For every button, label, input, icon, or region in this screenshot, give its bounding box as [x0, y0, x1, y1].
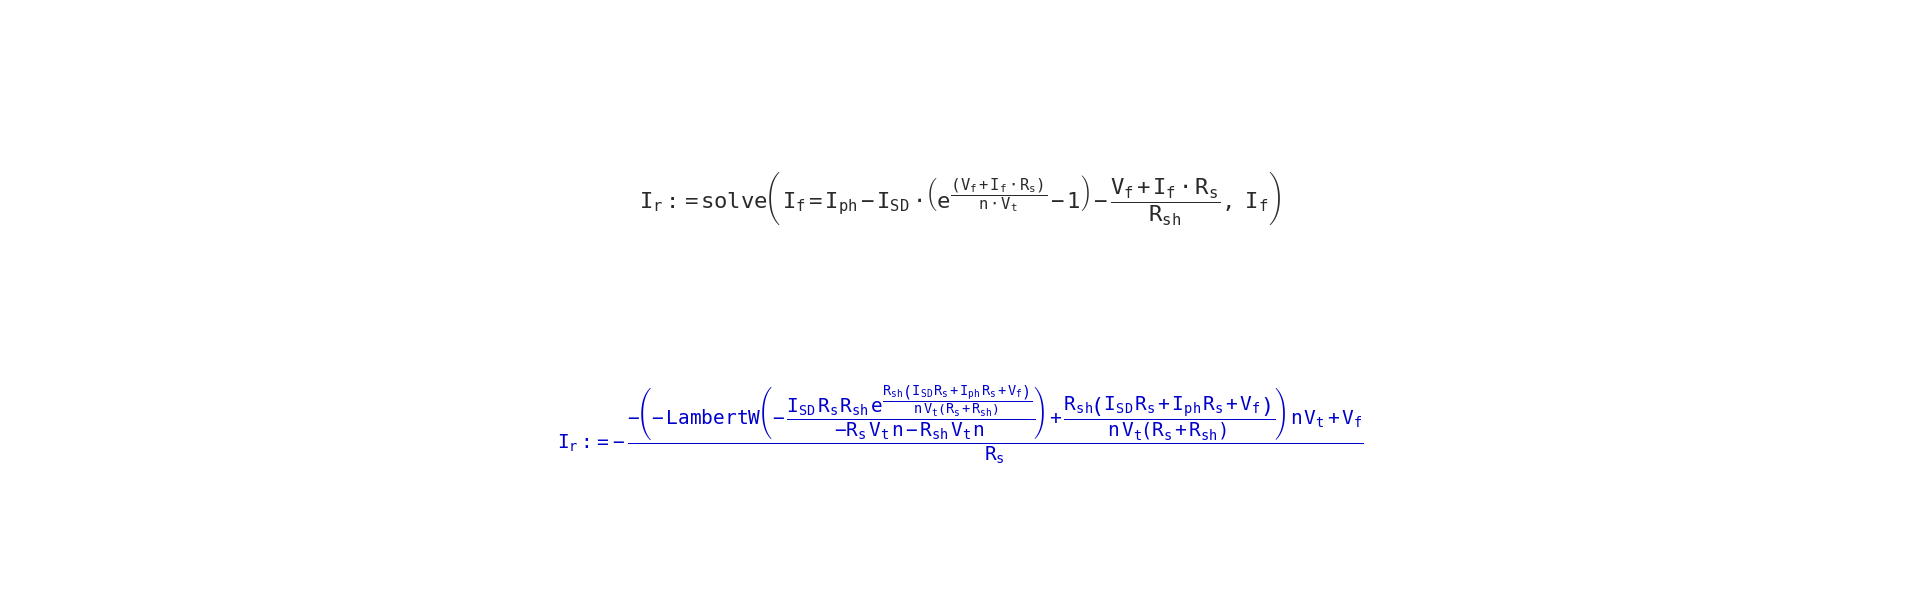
Text: $\mathtt{I_r := -\dfrac{-\!\left(\!-\mathtt{LambertW}\!\left(\!-\dfrac{I_{SD}\,R: $\mathtt{I_r := -\dfrac{-\!\left(\!-\mat… [557, 384, 1363, 466]
Text: $\mathtt{I_r := solve\!\left(\,I_f = I_{ph} - I_{SD}\cdot\!\left(e^{\dfrac{\left: $\mathtt{I_r := solve\!\left(\,I_f = I_{… [639, 169, 1281, 227]
